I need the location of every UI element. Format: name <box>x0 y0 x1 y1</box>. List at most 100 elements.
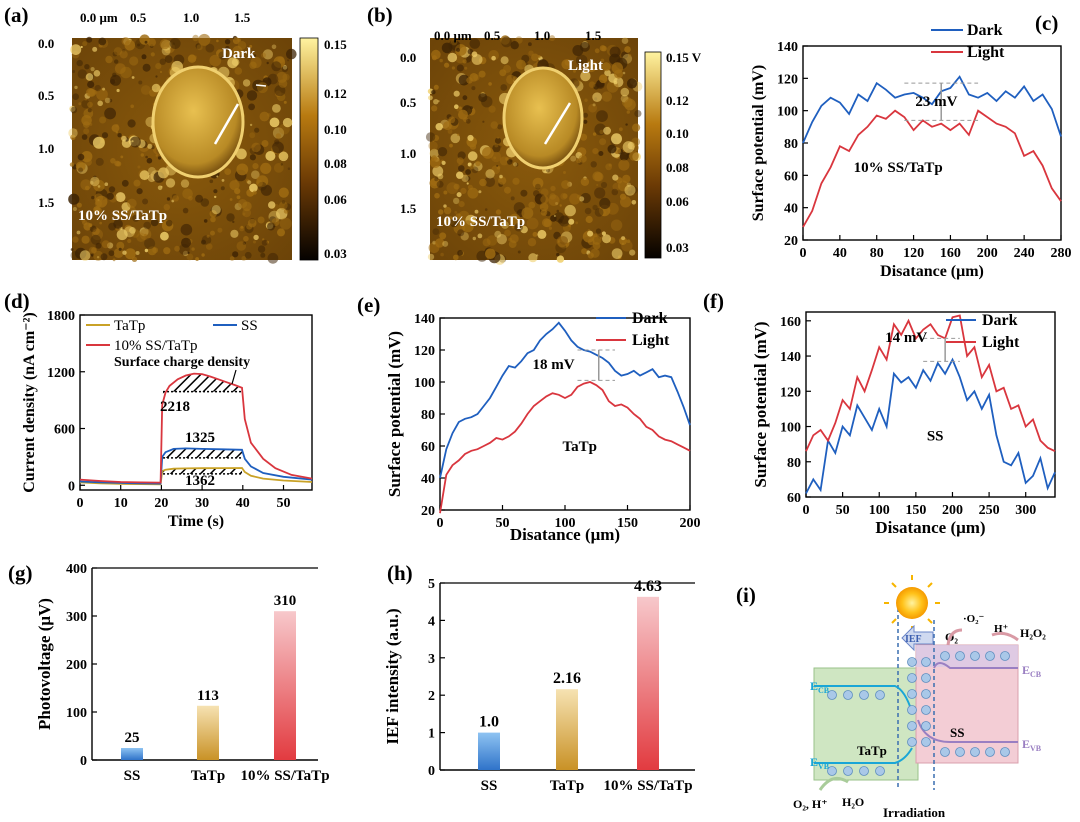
afm-panel-a: (a) Dark 10% SS/TaTp 0.0 μm 0.5 1.0 1.5 … <box>4 3 347 264</box>
xtick-label-c-7: 280 <box>1051 246 1072 261</box>
scheme-h-plus: H⁺ <box>994 623 1009 635</box>
xlabel-f: Disatance (μm) <box>875 518 985 537</box>
xtick-label-d-1: 10 <box>114 496 128 511</box>
xlabel-d: Time (s) <box>168 513 224 530</box>
charge-dot-13 <box>921 689 931 699</box>
tatp-vb-line <box>814 747 913 764</box>
scheme-irradiation: Irradiation <box>883 805 946 820</box>
ytick-label-g-4: 400 <box>66 562 87 577</box>
ytick-label-c-4: 100 <box>777 105 798 120</box>
bar-h-2 <box>637 596 659 770</box>
afm-xtick-a-3: 1.5 <box>234 10 251 25</box>
ytick-label-e-3: 80 <box>421 408 435 423</box>
category-label-h-2: 10% SS/TaTp <box>603 778 692 794</box>
ytick-label-d-2: 1200 <box>47 366 75 381</box>
xtick-label-c-1: 40 <box>833 246 847 261</box>
sample-f: SS <box>927 429 944 445</box>
plot-frame-c <box>802 45 1062 241</box>
bar-value-g-1: 113 <box>197 688 219 704</box>
annotation-d-pointer <box>231 369 237 385</box>
panel-label-c: (c) <box>1035 11 1058 35</box>
legend-label-f-0: Dark <box>982 312 1018 329</box>
xtick-label-c-0: 0 <box>800 246 807 261</box>
band-scheme: IEF O₂ ·O₂⁻ H⁺ H₂O₂ ECB ECB EVB EVB TaTp… <box>793 575 1046 820</box>
xlabel-e: Disatance (μm) <box>510 525 620 544</box>
charge-dot-5 <box>843 766 853 776</box>
ylabel-f: Surface potential (mV) <box>751 321 770 487</box>
ytick-label-f-5: 160 <box>780 315 801 330</box>
charge-dot-0 <box>827 690 837 700</box>
ytick-label-h-3: 3 <box>428 652 435 667</box>
ytick-label-h-5: 5 <box>428 577 435 592</box>
chart-g: 0 100 200 300 400 Photovoltage (μV) 25 SS 113 TaT… <box>35 562 330 784</box>
xtick-label-f-1: 50 <box>836 503 850 518</box>
category-label-g-2: 10% SS/TaTp <box>240 768 329 784</box>
ytick-label-f-2: 100 <box>780 421 801 436</box>
charge-dot-20 <box>940 651 950 661</box>
afm-ytick-a-0: 0.0 <box>38 36 54 51</box>
charge-dot-7 <box>875 766 885 776</box>
scheme-h2o2: H₂O₂ <box>1020 626 1046 640</box>
afm-ytick-b-0: 0.0 <box>400 50 416 65</box>
afm-ytick-a-3: 1.5 <box>38 195 55 210</box>
ytick-label-e-6: 140 <box>414 312 435 327</box>
sample-c: 10% SS/TaTp <box>854 160 943 176</box>
ss-cb-line <box>933 662 1018 669</box>
afm-xtick-a-0: 0.0 μm <box>80 10 118 25</box>
charge-dot-22 <box>970 651 980 661</box>
xtick-label-e-0: 0 <box>437 516 444 531</box>
afm-ytick-a-2: 1.0 <box>38 141 54 156</box>
legend-label-d-2: 10% SS/TaTp <box>114 338 198 354</box>
afm-xtick-b-2: 1.0 <box>534 28 550 43</box>
scheme-reactants: O₂, H⁺ <box>793 797 828 811</box>
annotation-d-v1: 2218 <box>160 399 190 415</box>
hatch-area-ss <box>162 448 242 458</box>
afm-particle-a <box>151 65 245 179</box>
ecb-right-label: ECB <box>1022 663 1042 679</box>
legend-label-d-0: TaTp <box>114 318 145 334</box>
sample-e: TaTp <box>563 439 597 455</box>
ytick-label-g-1: 100 <box>66 706 87 721</box>
category-label-h-0: SS <box>481 778 498 794</box>
chart-f: 0 50 100 150 200 250 300 60 80 100 120 140 160 Disata… <box>751 311 1056 537</box>
colorbar-a-tick-5: 0.03 <box>324 246 347 261</box>
series-line-f-0 <box>805 357 1056 494</box>
annotation-d-v3: 1362 <box>185 473 215 489</box>
xtick-label-d-2: 20 <box>154 496 168 511</box>
xtick-label-c-6: 240 <box>1014 246 1035 261</box>
panel-label-d: (d) <box>4 289 30 313</box>
charge-dot-2 <box>859 690 869 700</box>
ytick-label-h-4: 4 <box>428 614 435 629</box>
charge-dot-16 <box>907 721 917 731</box>
xtick-label-f-3: 150 <box>905 503 926 518</box>
ytick-label-h-2: 2 <box>428 689 435 704</box>
ytick-label-f-0: 60 <box>787 491 801 506</box>
panel-label-h: (h) <box>387 561 413 585</box>
panel-label-e: (e) <box>357 293 380 317</box>
charge-dot-1 <box>843 690 853 700</box>
charge-dot-6 <box>859 766 869 776</box>
xlabel-c: Disatance (μm) <box>880 263 984 280</box>
ief-arrow-icon <box>901 624 934 652</box>
charge-dot-24 <box>1000 651 1010 661</box>
xtick-label-e-3: 150 <box>617 516 638 531</box>
ytick-label-d-0: 0 <box>68 479 75 494</box>
oxidation-arrow <box>818 776 849 791</box>
annotation-d-v2: 1325 <box>185 430 215 446</box>
ylabel-e: Surface potential (mV) <box>385 331 404 497</box>
bar-h-1 <box>556 689 578 770</box>
series-line-f-1 <box>805 314 1056 453</box>
series-line-e-1 <box>439 381 691 514</box>
tatp-label: TaTp <box>857 743 887 758</box>
colorbar-b-tick-2: 0.10 <box>666 126 689 141</box>
colorbar-b-tick-5: 0.03 <box>666 240 689 255</box>
charge-dot-17 <box>921 721 931 731</box>
afm-xtick-a-2: 1.0 <box>183 10 199 25</box>
panel-label-i: (i) <box>736 583 756 607</box>
afm-scan-line-a <box>213 103 240 145</box>
afm-ytick-b-3: 1.5 <box>400 201 417 216</box>
ytick-label-h-1: 1 <box>428 727 435 742</box>
bar-g-1 <box>197 705 219 760</box>
afm-sample-b: 10% SS/TaTp <box>436 214 525 230</box>
